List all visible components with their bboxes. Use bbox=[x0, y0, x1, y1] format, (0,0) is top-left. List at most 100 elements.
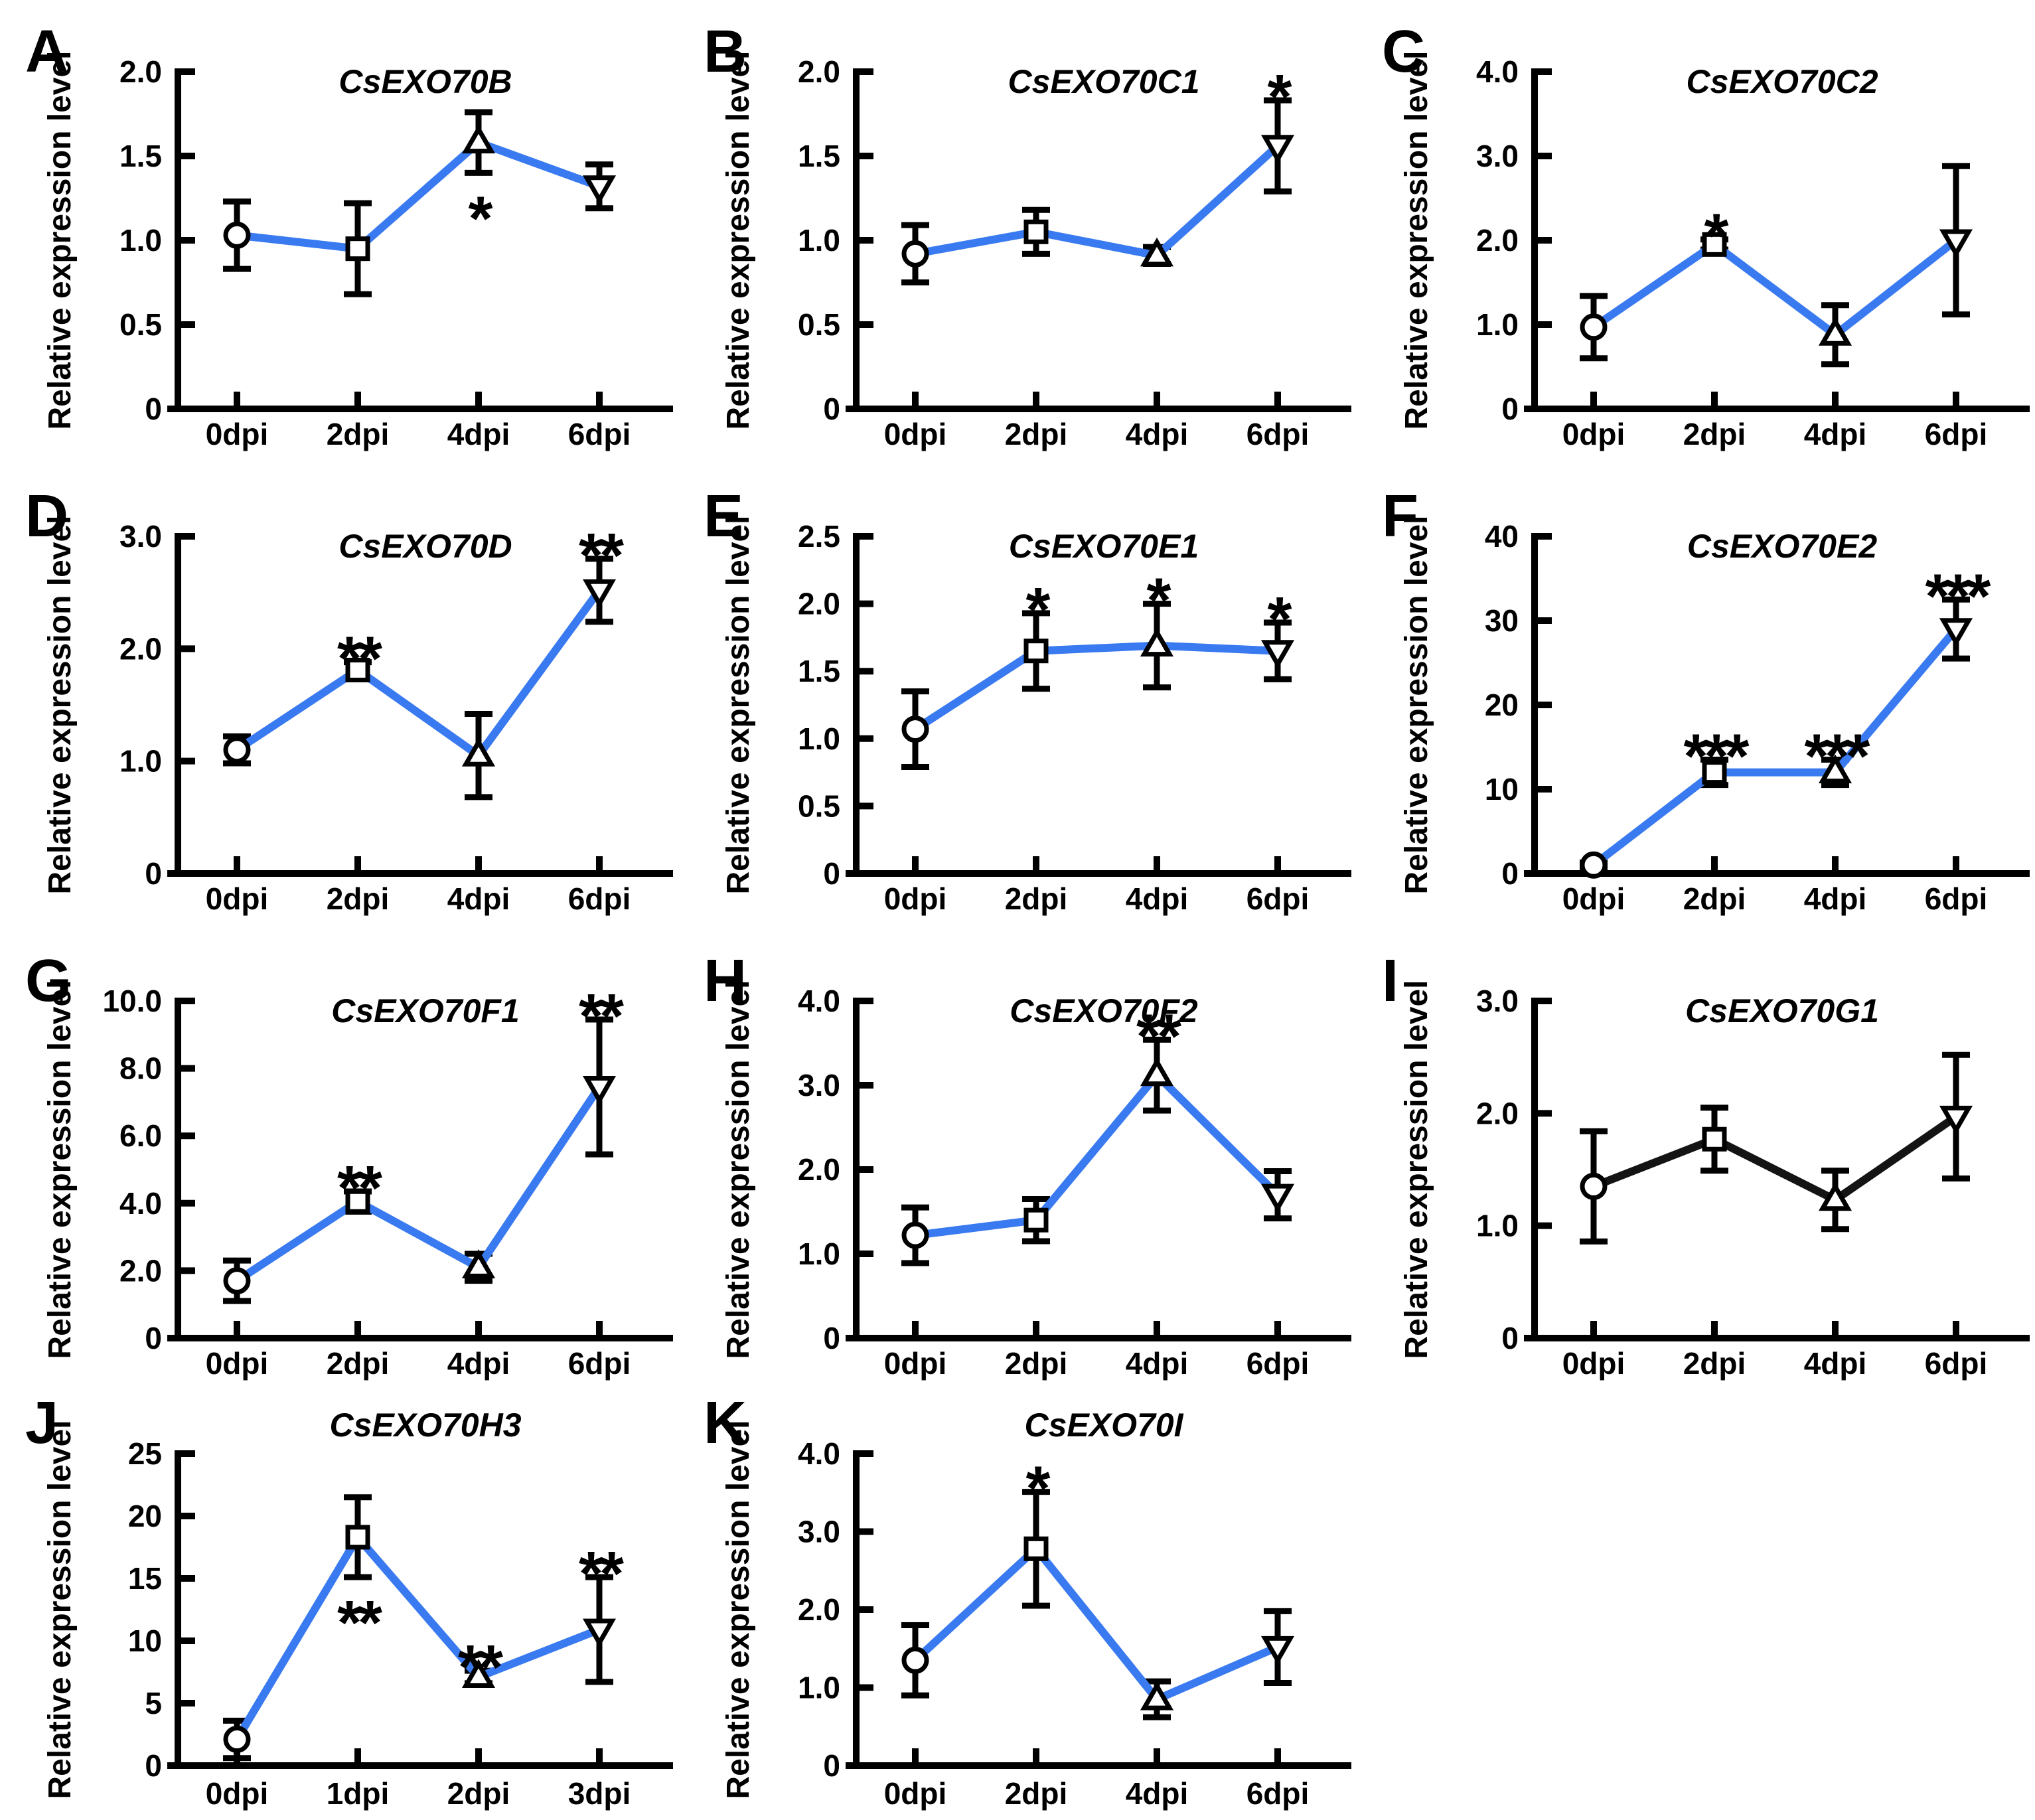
y-axis-label: Relative expression level bbox=[721, 1420, 756, 1799]
panel-I: I Relative expression level CsEXO70G1 0 1.0 2… bbox=[1357, 929, 2035, 1394]
axis bbox=[1524, 998, 2030, 1341]
y-tick-label: 4.0 bbox=[798, 984, 840, 1018]
square-marker-icon bbox=[1702, 232, 1727, 257]
data-line bbox=[1590, 1112, 1960, 1205]
y-tick-label: 2.0 bbox=[798, 587, 840, 621]
y-tick-label: 2.0 bbox=[119, 54, 162, 89]
panel-title: CsEXO70F1 bbox=[331, 992, 519, 1029]
panel-F: F Relative expression level CsEXO70E2 0 10 20… bbox=[1357, 465, 2035, 929]
data-line bbox=[911, 641, 1282, 733]
significance-stars: ** bbox=[579, 520, 624, 591]
x-tick-label: 2dpi bbox=[1005, 1346, 1068, 1381]
triangle-down-marker-icon bbox=[1260, 1635, 1295, 1665]
y-tick-label: 10 bbox=[128, 1624, 162, 1658]
panel-J: J Relative expression level CsEXO70H3 0 5 10 1… bbox=[0, 1394, 678, 1820]
significance-stars: ** bbox=[579, 1539, 624, 1609]
y-tick-label: 1.0 bbox=[119, 223, 162, 258]
y-tick-label: 25 bbox=[128, 1436, 162, 1471]
y-tick-label: 0.5 bbox=[798, 789, 840, 823]
y-tick-label: 0.5 bbox=[798, 307, 840, 342]
circle-marker-icon bbox=[901, 1221, 929, 1249]
x-tick-label: 0dpi bbox=[884, 417, 947, 451]
chart-CsEXO70G1: I Relative expression level CsEXO70G1 0 1.0 2… bbox=[1382, 948, 2030, 1381]
y-tick-label: 0 bbox=[145, 1321, 162, 1355]
triangle-up-marker-icon bbox=[1818, 754, 1852, 784]
x-tick-label: 6dpi bbox=[568, 417, 631, 451]
triangle-up-marker-icon bbox=[1818, 1181, 1852, 1211]
x-tick-label: 6dpi bbox=[1246, 417, 1310, 451]
triangle-down-marker-icon bbox=[582, 1076, 617, 1105]
error-bars bbox=[901, 1489, 1292, 1720]
x-tick-label: 0dpi bbox=[206, 881, 269, 916]
panel-G: G Relative expression level CsEXO70F1 0 2.0 4… bbox=[0, 929, 678, 1394]
panel-B: B Relative expression level CsEXO70C1 0 0.5 1… bbox=[678, 0, 1357, 465]
y-tick-label: 0 bbox=[823, 392, 840, 426]
significance-stars: *** bbox=[1684, 721, 1750, 792]
y-tick-label: 1.0 bbox=[798, 1237, 840, 1271]
triangle-up-marker-icon bbox=[1140, 237, 1174, 267]
x-tick-label: 4dpi bbox=[1126, 881, 1189, 916]
panel-title: CsEXO70B bbox=[339, 63, 512, 100]
panel-D: D Relative expression level CsEXO70D 0 1.0 2.… bbox=[0, 465, 678, 929]
axis bbox=[846, 1450, 1351, 1769]
y-tick-label: 1.0 bbox=[798, 223, 840, 258]
y-tick-label: 3.0 bbox=[798, 1515, 840, 1549]
x-tick-label: 2dpi bbox=[447, 1776, 510, 1811]
circle-marker-icon bbox=[223, 736, 251, 764]
y-tick-label: 15 bbox=[128, 1561, 162, 1596]
triangle-down-marker-icon bbox=[582, 579, 617, 609]
y-tick-label: 3.0 bbox=[798, 1068, 840, 1102]
panel-letter: C bbox=[1382, 19, 1425, 85]
y-axis-label: Relative expression level bbox=[42, 1420, 78, 1799]
circle-marker-icon bbox=[223, 1726, 251, 1754]
circle-marker-icon bbox=[901, 1646, 929, 1674]
panel-letter: E bbox=[704, 483, 743, 550]
y-tick-label: 3.0 bbox=[119, 519, 162, 554]
x-tick-label: 6dpi bbox=[568, 1346, 631, 1381]
x-tick-label: 2dpi bbox=[327, 881, 390, 916]
data-line bbox=[911, 1543, 1282, 1705]
triangle-down-marker-icon bbox=[1939, 1105, 1973, 1135]
x-tick-label: 6dpi bbox=[1246, 1776, 1310, 1811]
x-tick-label: 2dpi bbox=[327, 417, 390, 451]
significance-stars: ** bbox=[337, 1153, 382, 1223]
square-marker-icon bbox=[1702, 1126, 1727, 1152]
axis bbox=[167, 533, 673, 877]
data-line bbox=[911, 141, 1282, 260]
x-tick-label: 6dpi bbox=[1925, 881, 1988, 916]
data-line bbox=[233, 586, 603, 761]
y-tick-label: 2.0 bbox=[798, 1152, 840, 1187]
y-tick-label: 4.0 bbox=[798, 1436, 840, 1471]
y-tick-label: 2.5 bbox=[798, 519, 840, 554]
x-tick-label: 4dpi bbox=[1804, 881, 1867, 916]
significance-stars: * bbox=[1147, 566, 1171, 636]
x-tick-label: 0dpi bbox=[206, 417, 269, 451]
y-tick-label: 8.0 bbox=[119, 1051, 162, 1086]
y-tick-label: 2.0 bbox=[1476, 223, 1519, 258]
panel-letter: B bbox=[704, 19, 747, 85]
y-axis-label: Relative expression level bbox=[721, 980, 756, 1359]
y-tick-label: 1.0 bbox=[1476, 307, 1519, 342]
panel-title: CsEXO70I bbox=[1024, 1406, 1183, 1444]
significance-stars: ** bbox=[458, 1632, 503, 1703]
x-tick-label: 2dpi bbox=[1005, 1776, 1068, 1811]
significance-stars: ** bbox=[1136, 1001, 1181, 1071]
y-axis-label: Relative expression level bbox=[42, 516, 78, 895]
panel-letter: G bbox=[25, 948, 72, 1014]
axis bbox=[846, 998, 1351, 1341]
square-marker-icon bbox=[345, 1189, 370, 1214]
axis bbox=[846, 533, 1351, 877]
x-tick-label: 4dpi bbox=[1804, 417, 1867, 451]
x-tick-label: 0dpi bbox=[1562, 881, 1625, 916]
triangle-up-marker-icon bbox=[1140, 1057, 1174, 1087]
axis bbox=[167, 68, 673, 412]
data-line bbox=[911, 1069, 1282, 1240]
y-axis-label: Relative expression level bbox=[42, 980, 78, 1359]
panel-letter: J bbox=[25, 1394, 58, 1456]
y-tick-label: 0 bbox=[145, 1748, 162, 1783]
